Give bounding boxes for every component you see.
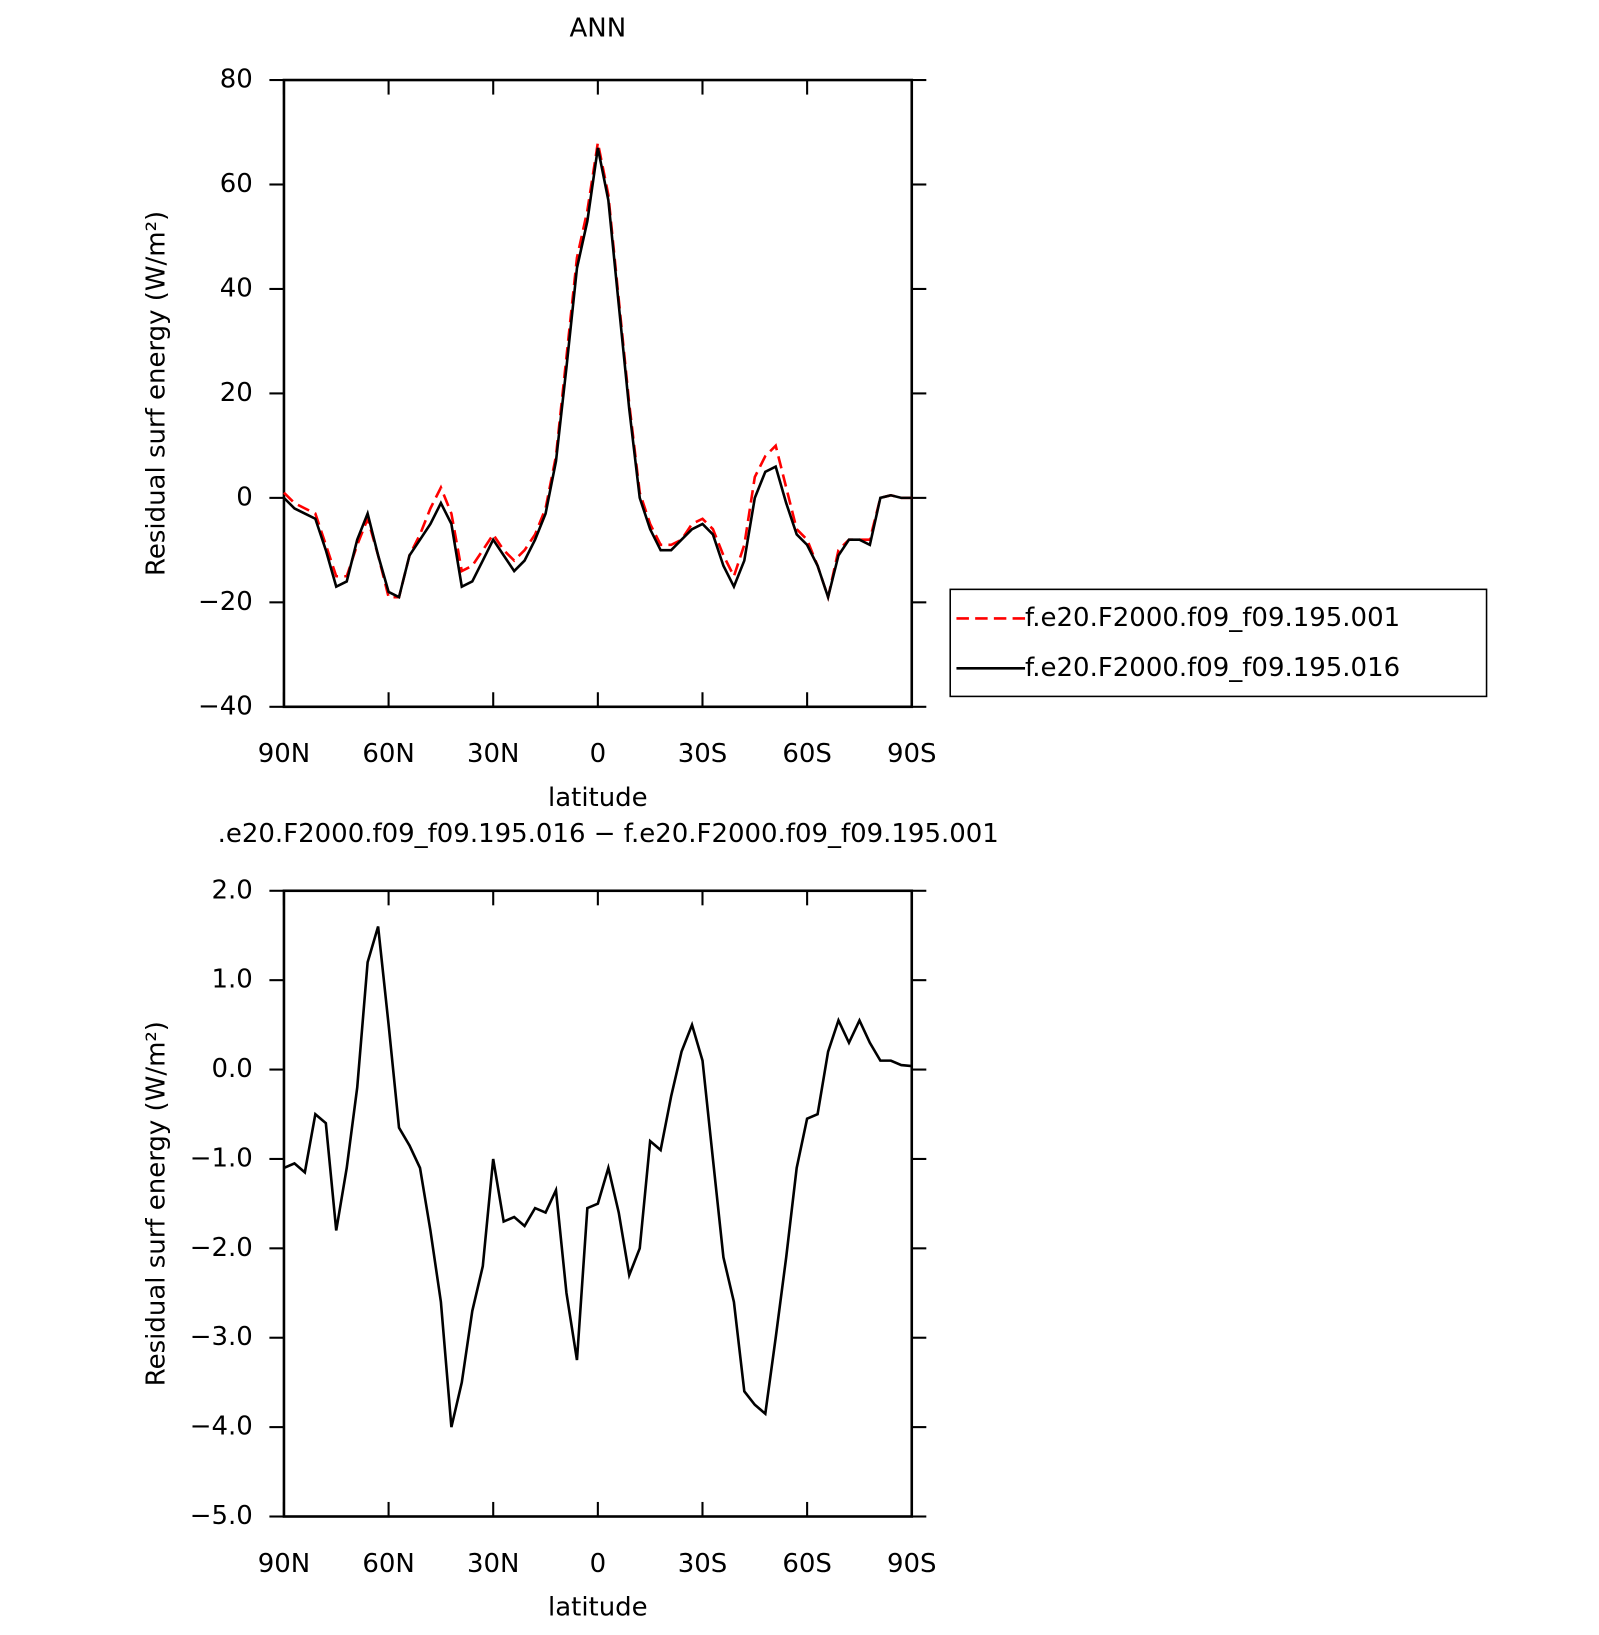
y-tick-label: 1.0 xyxy=(211,965,252,995)
y-axis-label: Residual surf energy (W/m²) xyxy=(142,1021,172,1386)
chart-title: .e20.F2000.f09_f09.195.016 − f.e20.F2000… xyxy=(218,819,999,849)
y-tick-label: 80 xyxy=(220,65,253,95)
y-axis-label: Residual surf energy (W/m²) xyxy=(142,211,172,576)
y-tick-label: 60 xyxy=(220,169,253,199)
y-tick-label: −20 xyxy=(198,587,253,617)
data-line xyxy=(283,142,912,603)
x-tick-label: 30S xyxy=(678,1549,728,1579)
x-tick-label: 90N xyxy=(258,1549,310,1579)
chart-title: ANN xyxy=(570,14,627,44)
x-axis-label: latitude xyxy=(548,1592,648,1622)
x-tick-label: 60S xyxy=(782,1549,832,1579)
data-line xyxy=(283,147,912,602)
y-tick-label: −3.0 xyxy=(190,1322,253,1352)
y-tick-label: −4.0 xyxy=(190,1412,253,1442)
y-tick-label: −5.0 xyxy=(190,1501,253,1531)
y-tick-label: 0 xyxy=(236,482,253,512)
legend-label: f.e20.F2000.f09_f09.195.001 xyxy=(1025,603,1400,633)
y-tick-label: 0.0 xyxy=(211,1054,252,1084)
x-axis-label: latitude xyxy=(548,783,648,813)
x-tick-label: 30S xyxy=(678,739,728,769)
x-tick-label: 30N xyxy=(467,739,519,769)
x-tick-label: 90N xyxy=(258,739,310,769)
x-tick-label: 60S xyxy=(782,739,832,769)
legend-label: f.e20.F2000.f09_f09.195.016 xyxy=(1025,653,1400,683)
x-tick-label: 60N xyxy=(362,1549,414,1579)
plot-frame xyxy=(282,78,914,709)
plot-frame xyxy=(282,889,914,1518)
y-tick-label: 2.0 xyxy=(211,875,252,905)
y-tick-label: −2.0 xyxy=(190,1233,253,1263)
x-tick-label: 0 xyxy=(590,739,607,769)
y-tick-label: 40 xyxy=(220,273,253,303)
x-tick-label: 90S xyxy=(887,1549,937,1579)
x-tick-label: 60N xyxy=(362,739,414,769)
x-tick-label: 30N xyxy=(467,1549,519,1579)
data-line xyxy=(283,926,912,1428)
y-tick-label: −1.0 xyxy=(190,1143,253,1173)
x-tick-label: 90S xyxy=(887,739,937,769)
legend-box xyxy=(949,588,1488,698)
y-tick-label: −40 xyxy=(198,691,253,721)
x-tick-label: 0 xyxy=(590,1549,607,1579)
y-tick-label: 20 xyxy=(220,378,253,408)
